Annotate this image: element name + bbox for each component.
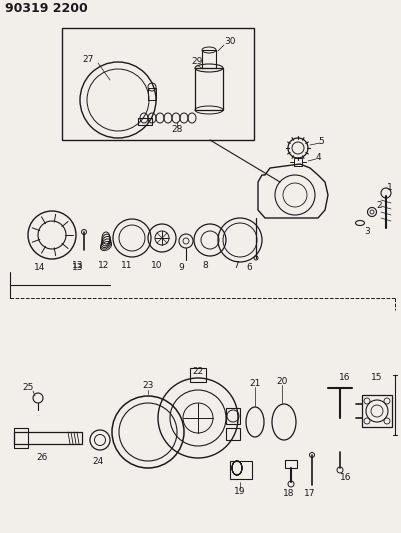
Text: 13: 13 bbox=[72, 261, 84, 270]
Text: 12: 12 bbox=[98, 261, 110, 270]
Text: 90319 2200: 90319 2200 bbox=[5, 3, 88, 15]
Text: 4: 4 bbox=[315, 154, 321, 163]
Bar bbox=[202, 50, 216, 68]
Bar bbox=[195, 68, 223, 110]
Text: 24: 24 bbox=[92, 457, 103, 466]
Bar bbox=[230, 461, 252, 479]
Bar bbox=[14, 428, 28, 448]
Bar bbox=[62, 28, 254, 140]
Text: 14: 14 bbox=[34, 263, 46, 272]
Text: 10: 10 bbox=[151, 261, 163, 270]
Bar bbox=[14, 432, 82, 444]
Bar bbox=[285, 460, 297, 468]
Text: 8: 8 bbox=[202, 261, 208, 270]
Text: 5: 5 bbox=[318, 138, 324, 147]
Text: 2: 2 bbox=[376, 201, 382, 211]
Bar bbox=[226, 408, 240, 424]
Text: 29: 29 bbox=[191, 58, 203, 67]
Text: 16: 16 bbox=[340, 473, 352, 482]
Text: 15: 15 bbox=[371, 374, 383, 383]
Bar bbox=[226, 428, 240, 440]
Text: 26: 26 bbox=[36, 453, 48, 462]
Text: 28: 28 bbox=[171, 125, 183, 134]
Text: 16: 16 bbox=[339, 374, 351, 383]
Bar bbox=[362, 395, 392, 427]
Text: 20: 20 bbox=[276, 376, 288, 385]
Text: 21: 21 bbox=[249, 379, 261, 389]
Text: 19: 19 bbox=[234, 488, 246, 497]
Text: 18: 18 bbox=[283, 489, 295, 498]
Text: 9: 9 bbox=[178, 263, 184, 272]
Text: 11: 11 bbox=[121, 261, 133, 270]
Text: 17: 17 bbox=[304, 489, 316, 498]
Text: 13: 13 bbox=[72, 263, 84, 272]
Text: 23: 23 bbox=[142, 382, 154, 391]
Text: 22: 22 bbox=[192, 367, 204, 376]
Text: 3: 3 bbox=[364, 228, 370, 237]
Bar bbox=[294, 158, 302, 166]
Bar bbox=[138, 118, 152, 125]
Text: 1: 1 bbox=[387, 183, 393, 192]
Text: 7: 7 bbox=[233, 261, 239, 270]
Bar bbox=[148, 88, 156, 100]
Text: 6: 6 bbox=[246, 263, 252, 272]
Text: 27: 27 bbox=[82, 55, 94, 64]
Text: 30: 30 bbox=[224, 37, 236, 46]
Text: 25: 25 bbox=[22, 384, 34, 392]
Bar bbox=[190, 368, 206, 382]
